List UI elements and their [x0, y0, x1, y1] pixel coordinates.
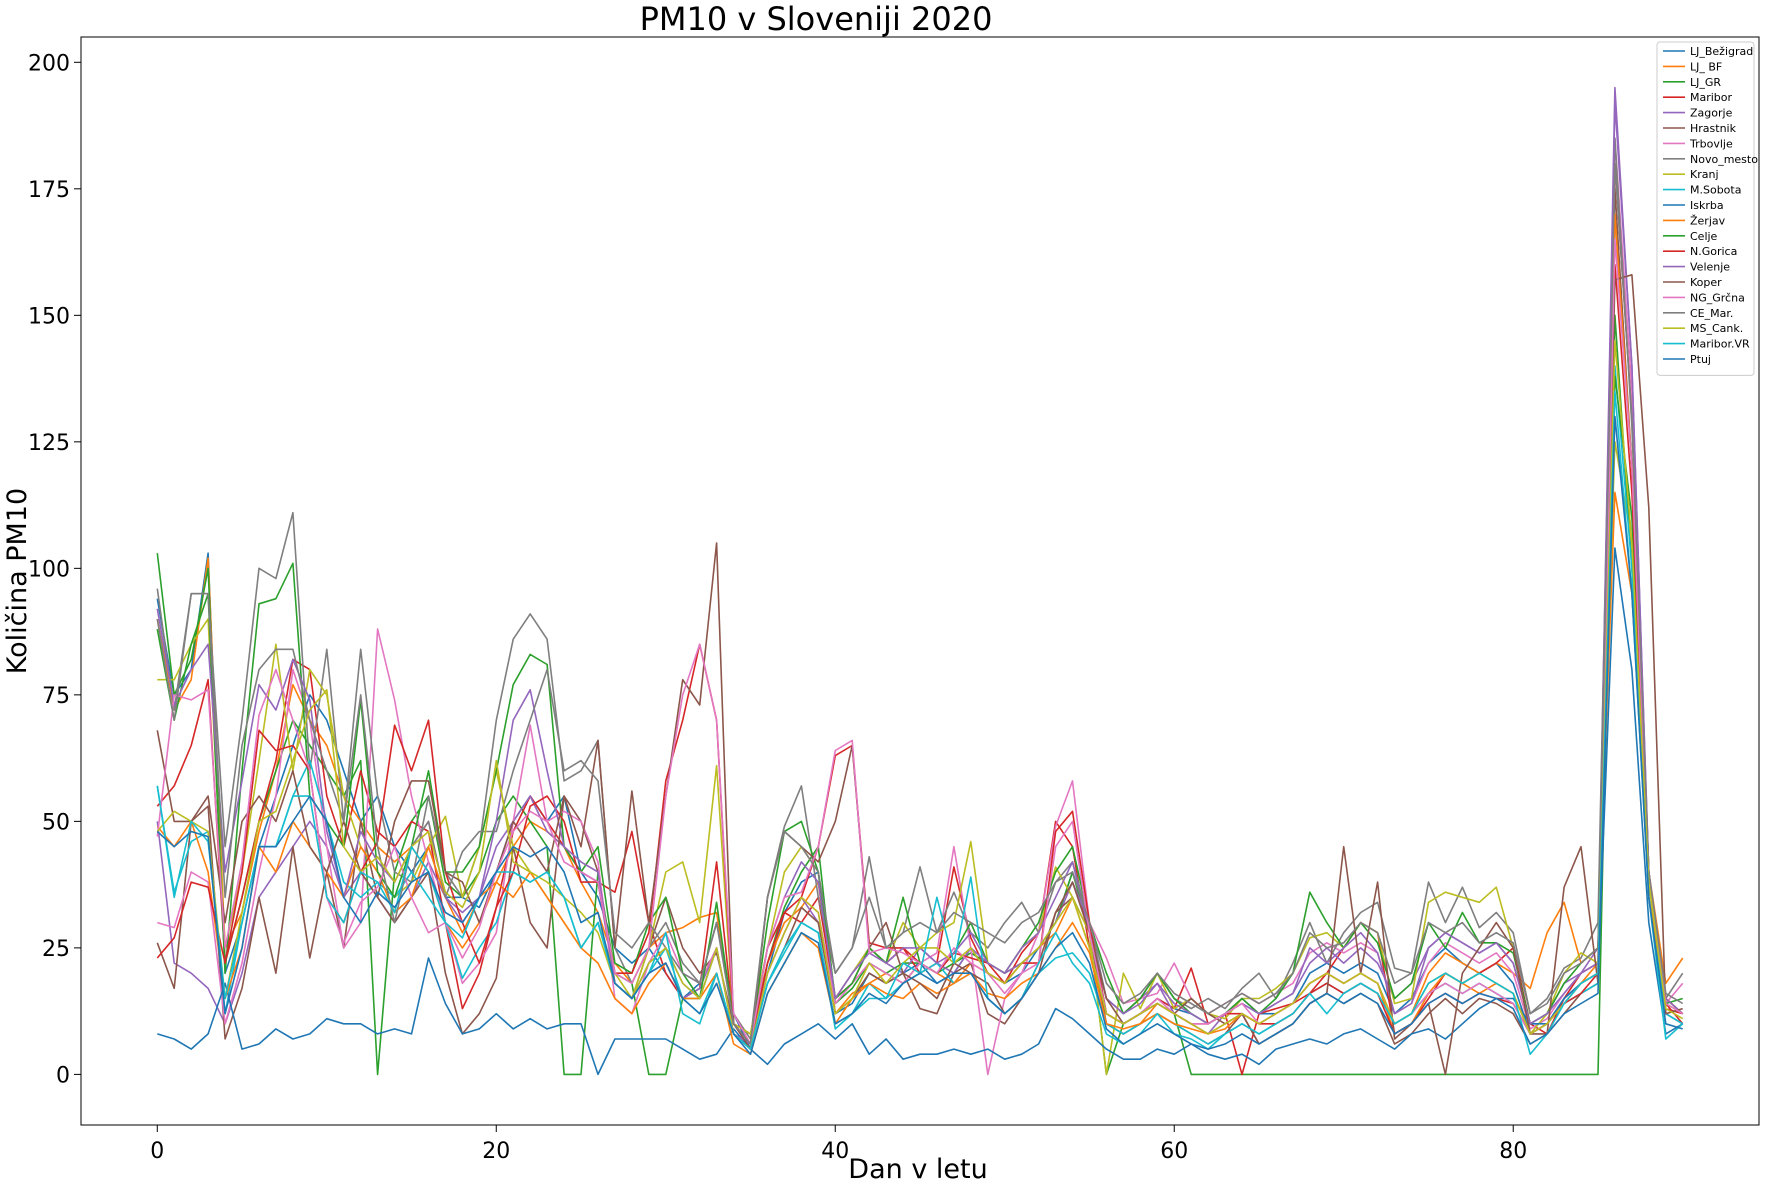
- x-axis-ticks: 0 20 40 60 80: [150, 1125, 1527, 1164]
- legend-label-4: Zagorje: [1690, 107, 1733, 120]
- y-tick-label-4: 100: [28, 557, 70, 582]
- legend-label-7: Novo_mesto: [1690, 153, 1758, 166]
- plot-lines: [156, 86, 1684, 1076]
- legend-label-13: N.Gorica: [1690, 245, 1737, 258]
- series-line-10: [157, 547, 1684, 1076]
- series-line-5: [156, 188, 1684, 1045]
- legend-box: [1656, 41, 1755, 376]
- y-tick-label-1: 25: [42, 937, 70, 962]
- x-tick-label-2: 40: [821, 1139, 849, 1164]
- x-tick-label-0: 0: [150, 1139, 164, 1164]
- y-tick-label-2: 50: [42, 810, 70, 835]
- legend-label-11: Žerjav: [1690, 214, 1726, 227]
- legend-label-5: Hrastnik: [1690, 122, 1737, 135]
- legend-label-2: LJ_GR: [1690, 76, 1721, 89]
- x-axis-label: Dan v letu: [848, 1154, 987, 1184]
- x-tick-label-4: 80: [1499, 1139, 1527, 1164]
- legend-label-1: LJ_ BF: [1690, 60, 1722, 73]
- legend-label-3: Maribor: [1690, 91, 1733, 104]
- legend-label-10: Iskrba: [1690, 199, 1724, 212]
- y-axis-label: Količina PM10: [2, 488, 33, 674]
- series-line-14: [156, 102, 1684, 1045]
- legend-label-17: CE_Mar.: [1690, 307, 1733, 320]
- series-line-0: [156, 213, 1684, 1050]
- legend-label-12: Celje: [1690, 230, 1718, 243]
- legend-label-9: M.Sobota: [1690, 184, 1741, 197]
- y-tick-label-0: 0: [56, 1063, 70, 1088]
- series-line-18: [156, 339, 1684, 1050]
- plot-frame: [80, 36, 1760, 1126]
- y-axis-ticks: 0 25 50 75 100 125 150 175 200: [28, 51, 81, 1088]
- legend-label-19: Maribor.VR: [1690, 338, 1750, 351]
- series-line-12: [156, 375, 1683, 1045]
- series-line-20: [156, 415, 1683, 1055]
- series-line-16: [156, 238, 1684, 1045]
- series-line-17: [156, 162, 1684, 1045]
- series-line-6: [157, 137, 1684, 1076]
- legend-label-20: Ptuj: [1690, 353, 1711, 366]
- y-tick-label-6: 150: [28, 304, 70, 329]
- y-tick-label-5: 125: [28, 431, 70, 456]
- legend-label-0: LJ_Bežigrad: [1690, 45, 1753, 58]
- y-tick-label-8: 200: [28, 51, 70, 76]
- y-tick-label-3: 75: [42, 684, 70, 709]
- legend-label-18: MS_Cank.: [1690, 322, 1743, 335]
- y-tick-label-7: 175: [28, 178, 70, 203]
- x-tick-label-1: 20: [482, 1139, 510, 1164]
- legend-label-6: Trbovlje: [1689, 137, 1733, 150]
- series-line-1: [156, 491, 1684, 1035]
- series-line-7: [156, 137, 1684, 1040]
- legend-label-14: Velenje: [1690, 261, 1730, 274]
- chart-title: PM10 v Sloveniji 2020: [640, 0, 993, 38]
- legend-label-8: Kranj: [1690, 168, 1719, 181]
- legend-label-16: NG_Grčna: [1690, 291, 1745, 304]
- x-tick-label-3: 60: [1160, 1139, 1188, 1164]
- legend: LJ_Bežigrad LJ_ BF LJ_GR Maribor Zagorje Hras…: [1656, 41, 1758, 376]
- legend-label-15: Koper: [1690, 276, 1722, 289]
